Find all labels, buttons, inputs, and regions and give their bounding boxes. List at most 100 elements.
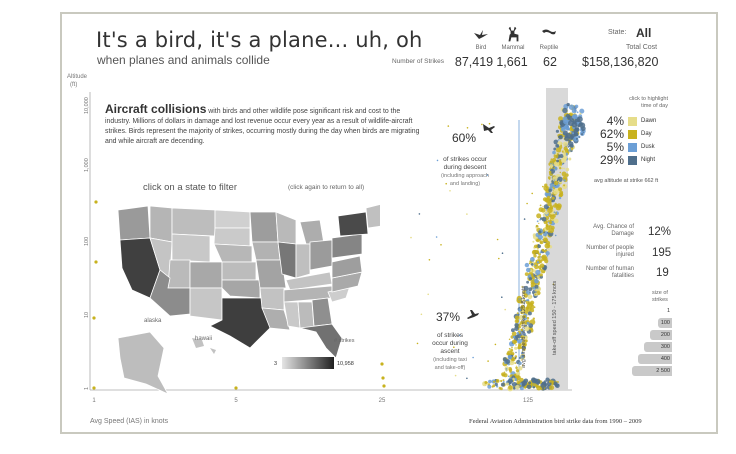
scatter-point (572, 127, 575, 130)
scatter-point (548, 170, 552, 174)
scatter-point (577, 125, 580, 128)
scatter-point (556, 381, 559, 383)
scatter-point (526, 299, 530, 302)
scatter-point (546, 243, 548, 245)
reptile-strikes-value: 62 (543, 55, 557, 69)
scatter-point (466, 127, 469, 129)
scatter-point (507, 375, 510, 378)
scatter-point (519, 384, 522, 387)
scatter-point (573, 136, 579, 142)
scatter-point (514, 343, 518, 346)
scatter-point (558, 135, 563, 140)
scatter-point (547, 249, 550, 251)
scatter-point (524, 326, 530, 332)
scatter-point (538, 230, 542, 234)
scatter-point (496, 238, 499, 241)
scatter-point (533, 249, 538, 254)
fatalities-label: Number of human fatalities (585, 266, 634, 279)
scatter-point (491, 385, 494, 388)
state-montana (171, 207, 216, 237)
scatter-point (559, 190, 564, 195)
size-legend-item: 400 (638, 354, 672, 364)
state-colorado (189, 261, 223, 289)
scatter-point (523, 218, 526, 220)
time-legend-item-dawn[interactable]: 4% Dawn (598, 114, 657, 128)
mammal-strikes-value: 1,661 (496, 55, 528, 69)
scatter-point (504, 308, 507, 311)
scatter-point (523, 348, 526, 351)
scatter-point (517, 345, 522, 350)
scatter-point (536, 261, 540, 264)
scatter-point (561, 171, 567, 177)
total-cost-value: $158,136,820 (582, 55, 659, 69)
scatter-point (553, 167, 555, 170)
scatter-point (545, 377, 550, 382)
scatter-point (516, 332, 520, 335)
scatter-point (563, 146, 568, 151)
scatter-point (416, 342, 419, 345)
time-legend-item-day[interactable]: 62% Day (598, 127, 652, 141)
scatter-point (506, 352, 510, 356)
size-legend-item: 1 (666, 308, 670, 314)
scatter-point (531, 276, 535, 280)
state-value[interactable]: All (636, 26, 652, 40)
y-axis-label: Altitude (67, 74, 88, 80)
us-states-map[interactable] (110, 198, 380, 398)
scatter-point (549, 160, 553, 164)
time-legend-item-night[interactable]: 29% Night (598, 153, 655, 167)
scatter-point (380, 362, 384, 366)
scatter-point (539, 241, 542, 244)
scatter-point (511, 357, 516, 362)
scatter-point (572, 114, 578, 120)
bird-icon[interactable] (473, 27, 489, 41)
scatter-point (539, 251, 542, 254)
scatter-point (428, 259, 431, 261)
time-legend-label: Day (641, 131, 652, 137)
scatter-point (579, 112, 582, 115)
scatter-point (563, 141, 568, 147)
scatter-point (550, 158, 553, 161)
time-legend-pct: 4% (606, 114, 624, 128)
scatter-point (488, 379, 492, 384)
scatter-point (529, 327, 533, 330)
scatter-point (545, 209, 548, 211)
time-legend-item-dusk[interactable]: 5% Dusk (598, 140, 655, 154)
scatter-point (541, 254, 547, 260)
damage-label: Avg. Chance of Damage (593, 224, 634, 237)
scatter-point (541, 216, 547, 222)
time-legend-label: Night (641, 157, 656, 163)
scatter-point (538, 222, 540, 224)
scatter-point (505, 382, 510, 386)
scatter-point (512, 339, 517, 345)
ascent-text: of strikes occur during ascent (includin… (432, 332, 468, 371)
scatter-point (516, 381, 521, 385)
scatter-point (558, 187, 563, 192)
scatter-point (567, 104, 570, 106)
scatter-point (544, 211, 549, 215)
mammal-label: Mammal (501, 45, 525, 51)
map-legend-min: 3 (274, 361, 278, 367)
reptile-icon[interactable] (541, 27, 557, 39)
scatter-point (518, 308, 522, 312)
scatter-point (555, 129, 560, 133)
scatter-point (92, 386, 96, 390)
scatter-point (551, 196, 555, 200)
time-legend-pct: 5% (606, 140, 624, 154)
scatter-point (515, 369, 520, 373)
scatter-point (548, 379, 551, 381)
scatter-point (498, 257, 500, 260)
scatter-point (539, 204, 542, 207)
x-tick-label: 125 (523, 398, 534, 404)
scatter-point (511, 331, 517, 337)
scatter-point (540, 207, 546, 213)
scatter-point (564, 124, 570, 130)
scatter-point (552, 176, 558, 182)
scatter-point (535, 275, 537, 278)
scatter-point (534, 264, 537, 267)
state-new-york (337, 211, 369, 237)
scatter-point (449, 190, 451, 192)
deer-icon[interactable] (505, 25, 521, 43)
scatter-point (537, 244, 540, 246)
scatter-point (537, 234, 543, 240)
